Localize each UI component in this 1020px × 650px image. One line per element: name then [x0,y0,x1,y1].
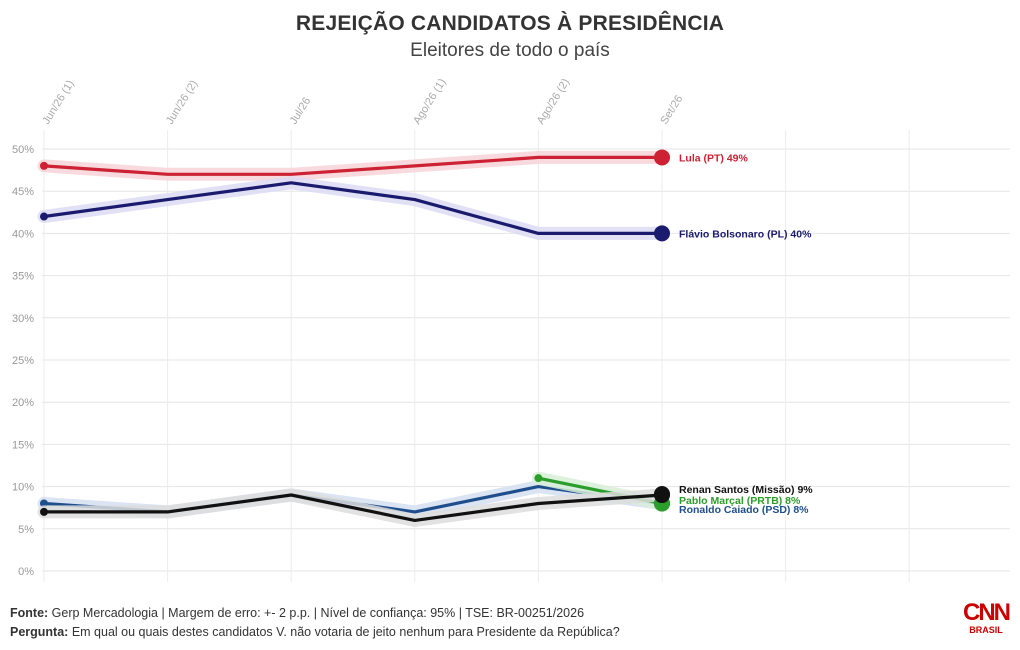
series-end-label: Lula (PT) 49% [679,152,749,164]
source-label: Fonte: [10,606,49,620]
series-end-point [654,486,670,503]
series-start-point [40,212,48,221]
y-tick-label: 0% [18,566,34,578]
y-tick-label: 15% [12,439,34,451]
series-end-point [654,149,670,166]
y-tick-label: 10% [12,482,34,494]
y-tick-label: 45% [12,186,34,198]
question-note: Pergunta: Em qual ou quais destes candid… [10,625,620,639]
series-start-point [40,507,48,516]
series-end-label: Ronaldo Caiado (PSD) 8% [679,504,809,516]
source-note: Fonte: Gerp Mercadologia | Margem de err… [10,606,584,620]
cnn-brasil-logo: CNN BRASIL [960,600,1012,640]
series-line [42,181,664,235]
x-tick-label: Jun/26 (1) [40,78,76,126]
series-line [42,155,664,176]
y-tick-label: 25% [12,355,34,367]
series-end-label: Flávio Bolsonaro (PL) 40% [679,228,812,240]
y-tick-label: 30% [12,313,34,325]
series-start-point [534,474,543,483]
chart-title: REJEIÇÃO CANDIDATOS À PRESIDÊNCIA [295,12,725,35]
y-tick-label: 40% [12,228,34,240]
x-tick-label: Set/26 [658,93,685,126]
y-tick-label: 5% [18,524,34,536]
y-tick-label: 35% [12,271,34,283]
x-tick-label: Ago/26 (2) [535,77,572,127]
x-tick-label: Ago/26 (1) [411,77,448,127]
y-tick-label: 20% [12,397,34,409]
logo-text: CNN [963,599,1011,626]
x-tick-label: Jul/26 [288,95,314,126]
question-text: Em qual ou quais destes candidatos V. nã… [71,625,620,639]
x-tick-label: Jun/26 (2) [164,78,200,126]
y-tick-label: 50% [12,144,34,156]
line-chart: 0% 5% 10% 15% 20% 25% 30% 35% 40% 45% 50% Jun/26 (1… [12,77,1010,582]
series-end-label: Renan Santos (Missão) 9% [679,484,813,496]
series-end-point [654,225,670,242]
series-end-label: Pablo Marçal (PRTB) 8% [679,495,801,507]
series-start-point [40,161,48,170]
source-text: Gerp Mercadologia | Margem de erro: +- 2… [51,606,585,620]
series-line [42,493,664,522]
logo-sub: BRASIL [969,625,1003,635]
chart-subtitle: Eleitores de todo o país [410,40,610,61]
question-label: Pergunta: [10,625,69,639]
